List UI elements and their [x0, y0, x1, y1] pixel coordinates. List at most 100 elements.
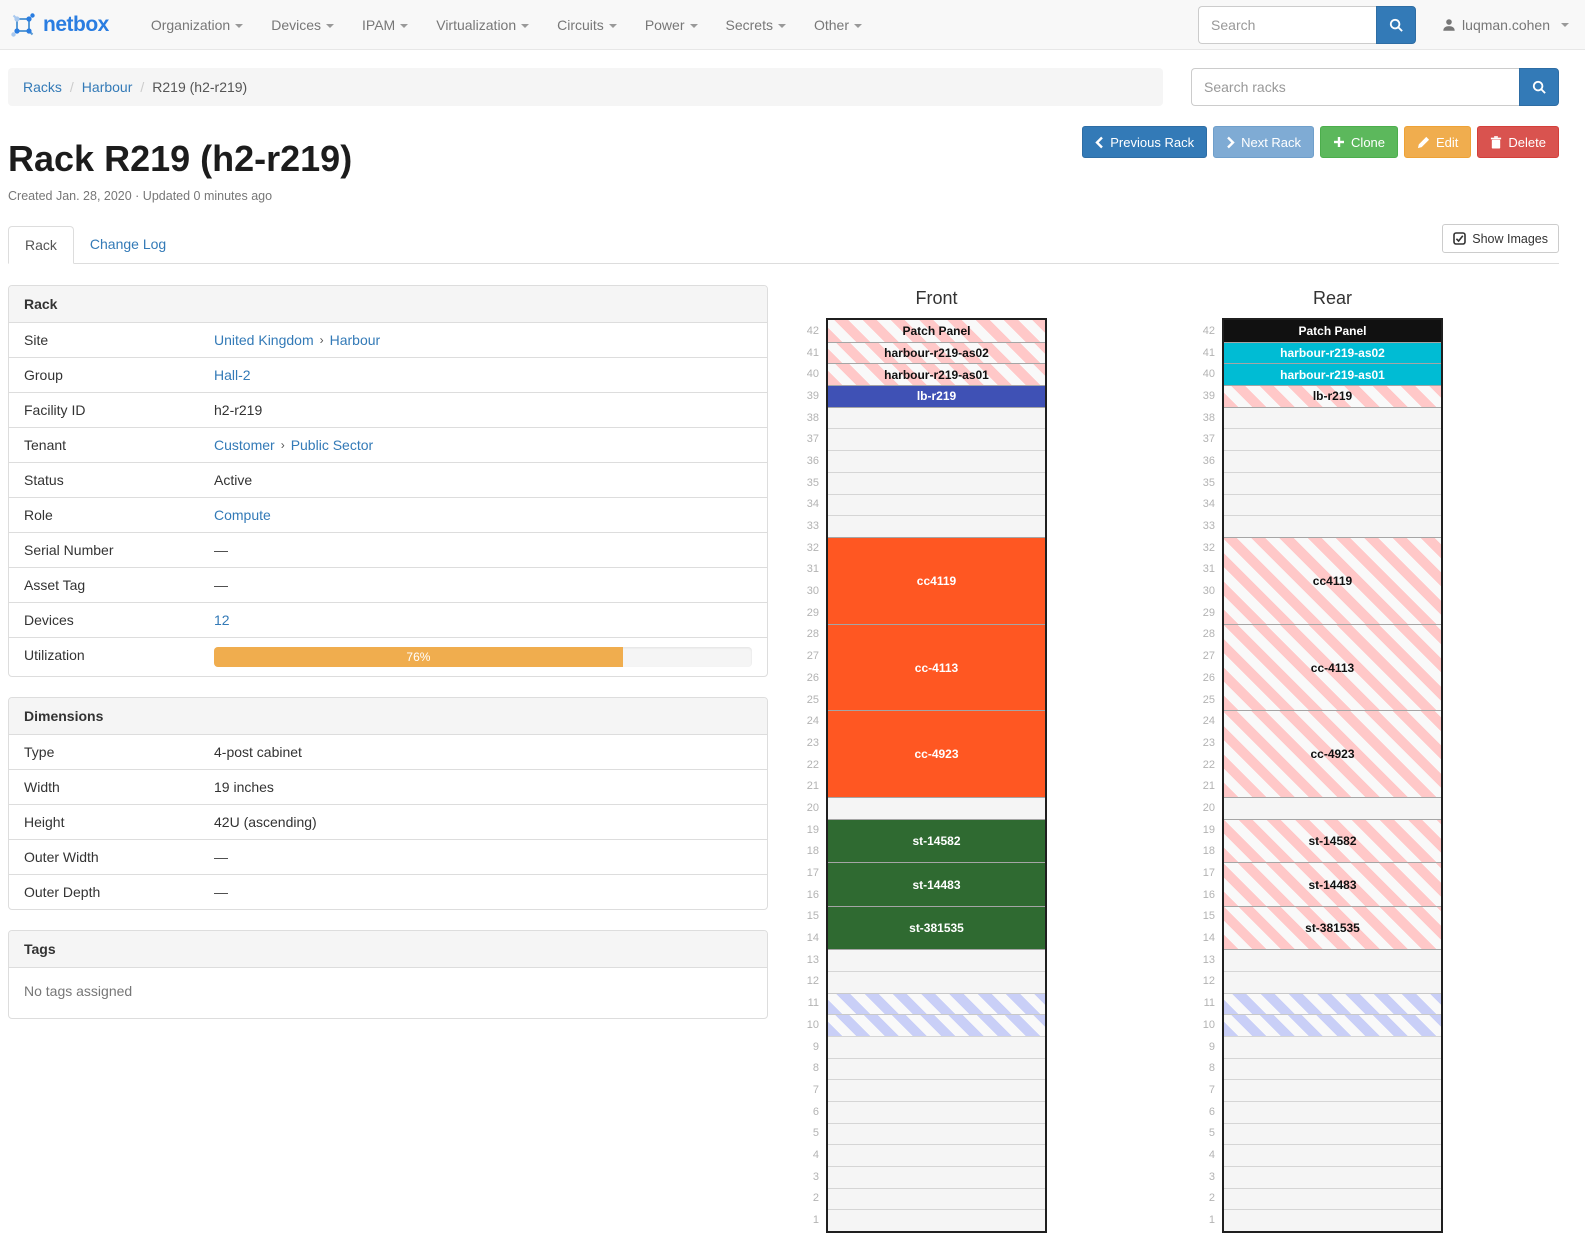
- unit-number: 19: [806, 823, 819, 836]
- front-rack: Patch Panel harbour-r219-as02 harbour-r219…: [826, 318, 1047, 1233]
- unit-number: 23: [1202, 736, 1215, 749]
- unit-number: 23: [806, 736, 819, 749]
- tags-panel-title: Tags: [9, 931, 767, 968]
- unit-number: 39: [806, 389, 819, 402]
- unit-number: 35: [806, 476, 819, 489]
- nav-item-ipam[interactable]: IPAM: [348, 2, 422, 48]
- value-link-12[interactable]: 12: [214, 612, 230, 628]
- rear-elevation: Rear 42 41 40 39 38 37 36 35 34 33 32 31 30 29 28 27 26 2…: [1192, 285, 1443, 1233]
- nav-item-organization[interactable]: Organization: [137, 2, 257, 48]
- device-label: harbour-r219-as01: [884, 367, 989, 382]
- device-label: st-14582: [912, 834, 961, 849]
- rack-unit-empty: [1224, 1144, 1441, 1166]
- rack-search-input[interactable]: [1191, 68, 1519, 106]
- delete-button[interactable]: Delete: [1477, 126, 1559, 158]
- navbar-search-button[interactable]: [1376, 6, 1417, 44]
- rack-unit-empty: [1224, 1100, 1441, 1123]
- netbox-logo-icon: [10, 12, 36, 38]
- netbox-logo[interactable]: netbox: [10, 12, 109, 38]
- edit-button[interactable]: Edit: [1404, 126, 1472, 158]
- rack-unit-device-st-14582[interactable]: st-14582: [828, 818, 1045, 863]
- device-label: cc-4113: [1310, 660, 1355, 675]
- value-text: —: [214, 542, 228, 558]
- unit-number: 21: [1202, 780, 1215, 793]
- rack-unit-device-lb-r219[interactable]: lb-r219: [828, 385, 1045, 407]
- previous-rack-button[interactable]: Previous Rack: [1082, 126, 1208, 158]
- tab-rack[interactable]: Rack: [8, 226, 74, 264]
- value-link-hall-2[interactable]: Hall-2: [214, 367, 251, 383]
- device-label: Patch Panel: [902, 323, 971, 338]
- unit-number: 5: [812, 1127, 819, 1140]
- nav-item-power[interactable]: Power: [631, 2, 712, 48]
- created-updated-meta: Created Jan. 28, 2020 · Updated 0 minute…: [8, 189, 273, 203]
- unit-number: 28: [806, 628, 819, 641]
- user-name: luqman.cohen: [1462, 17, 1550, 33]
- clone-button[interactable]: Clone: [1320, 126, 1399, 158]
- value-link-compute[interactable]: Compute: [214, 507, 271, 523]
- device-label: lb-r219: [1312, 389, 1353, 404]
- rack-unit-device-st-14582: st-14582: [1224, 818, 1441, 863]
- nav-item-other[interactable]: Other: [800, 2, 876, 48]
- plus-icon: [1333, 136, 1345, 148]
- unit-number: 22: [1202, 758, 1215, 771]
- user-menu[interactable]: luqman.cohen: [1442, 17, 1569, 33]
- breadcrumb-item-harbour[interactable]: Harbour: [81, 79, 133, 95]
- unit-number: 25: [806, 693, 819, 706]
- unit-number: 41: [1202, 346, 1215, 359]
- value-link-harbour[interactable]: Harbour: [329, 332, 381, 348]
- value-text: h2-r219: [214, 402, 263, 418]
- rear-rack: Patch Panel harbour-r219-as02 harbour-r219…: [1222, 318, 1443, 1233]
- rack-unit-device-harbour-r219-as01[interactable]: harbour-r219-as01: [1224, 363, 1441, 386]
- nav-item-virtualization[interactable]: Virtualization: [422, 2, 543, 48]
- link-separator: ›: [280, 438, 285, 452]
- unit-number: 3: [812, 1170, 819, 1183]
- nav-item-devices[interactable]: Devices: [257, 2, 348, 48]
- unit-number: 5: [1208, 1127, 1215, 1140]
- navbar-search-input[interactable]: [1198, 6, 1377, 44]
- show-images-button[interactable]: Show Images: [1442, 224, 1559, 253]
- tab-bar: Rack Change Log: [8, 226, 1559, 264]
- rack-unit-empty: [828, 949, 1045, 971]
- rack-unit-device-st-381535: st-381535: [1224, 905, 1441, 950]
- rack-unit-device-harbour-r219-as02[interactable]: harbour-r219-as02: [1224, 341, 1441, 364]
- value-link-public-sector[interactable]: Public Sector: [290, 437, 374, 453]
- unit-number: 13: [1202, 953, 1215, 966]
- value-link-customer[interactable]: Customer: [214, 437, 275, 453]
- breadcrumb-item-racks[interactable]: Racks: [23, 79, 62, 95]
- tab-change-log[interactable]: Change Log: [89, 236, 167, 252]
- rack-unit-empty: [828, 1209, 1045, 1232]
- attribute-row-asset-tag: Asset Tag —: [9, 567, 767, 602]
- brand-name: netbox: [43, 12, 109, 36]
- front-elevation: Front 42 41 40 39 38 37 36 35 34 33 32 31 30 29 28 27 26…: [796, 285, 1047, 1233]
- rack-unit-device-st-14483[interactable]: st-14483: [828, 862, 1045, 906]
- rack-unit-device-cc-4113[interactable]: cc-4113: [828, 623, 1045, 711]
- unit-number: 36: [1202, 454, 1215, 467]
- rack-unit-device-patch-panel[interactable]: Patch Panel: [1224, 320, 1441, 342]
- attribute-value: Active: [206, 463, 767, 497]
- next-rack-button[interactable]: Next Rack: [1213, 126, 1315, 158]
- rack-unit-reservation: [828, 992, 1045, 1015]
- unit-number: 32: [1202, 541, 1215, 554]
- value-link-united-kingdom[interactable]: United Kingdom: [214, 332, 314, 348]
- nav-item-secrets[interactable]: Secrets: [712, 2, 800, 48]
- unit-number: 30: [1202, 585, 1215, 598]
- rack-unit-device-cc4119[interactable]: cc4119: [828, 536, 1045, 624]
- rack-unit-device-st-381535[interactable]: st-381535: [828, 905, 1045, 950]
- attribute-label: Type: [24, 744, 55, 760]
- attribute-value: Customer › Public Sector: [206, 428, 767, 462]
- rear-unit-numbers: 42 41 40 39 38 37 36 35 34 33 32 31 30 29 28 27 26 25 24 23…: [1192, 318, 1222, 1233]
- rack-unit-device-cc-4923[interactable]: cc-4923: [828, 710, 1045, 798]
- unit-number: 31: [806, 563, 819, 576]
- rack-unit-empty: [1224, 1122, 1441, 1145]
- rack-unit-empty: [1224, 1079, 1441, 1101]
- rack-search-button[interactable]: [1519, 68, 1559, 106]
- nav-item-circuits[interactable]: Circuits: [543, 2, 631, 48]
- unit-number: 10: [1202, 1018, 1215, 1031]
- chevron-down-icon: [689, 23, 698, 28]
- unit-number: 17: [806, 867, 819, 880]
- unit-number: 37: [1202, 433, 1215, 446]
- unit-number: 8: [812, 1062, 819, 1075]
- unit-number: 19: [1202, 823, 1215, 836]
- attribute-row-outer-depth: Outer Depth —: [9, 874, 767, 909]
- page-title: Rack R219 (h2-r219): [8, 138, 353, 179]
